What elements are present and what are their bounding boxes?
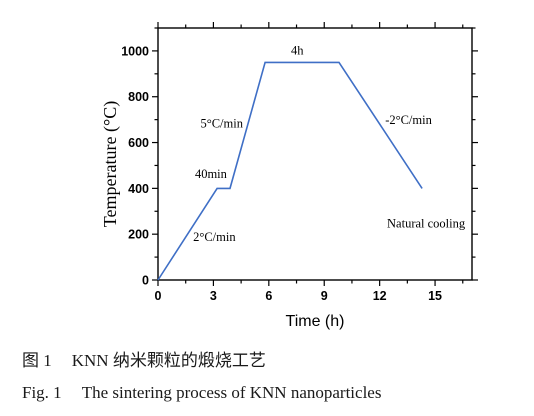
figure-caption-english: Fig. 1 The sintering process of KNN nanop…	[22, 383, 381, 403]
annotation-label: Natural cooling	[387, 216, 466, 230]
y-tick-label: 1000	[121, 44, 149, 58]
y-tick-label: 600	[128, 136, 149, 150]
annotation-label: 2°C/min	[193, 230, 236, 244]
caption-cn-label: 图 1	[22, 351, 52, 370]
annotation-label: 4h	[291, 43, 304, 57]
plot-frame	[157, 27, 473, 281]
annotation-label: 40min	[195, 167, 228, 181]
y-tick-label: 0	[142, 274, 149, 288]
caption-cn-text: KNN 纳米颗粒的煅烧工艺	[71, 351, 266, 370]
sintering-chart: 0 3 6 9 12 15 0 200 400 600 800 1000 2°C/min 40min 5°…	[100, 22, 478, 330]
temperature-profile-line	[157, 61, 423, 281]
y-tick-label: 400	[128, 182, 149, 196]
y-axis-label: Temperature (°C)	[100, 101, 121, 227]
annotation-label: -2°C/min	[385, 113, 432, 127]
x-tick-label: 15	[428, 289, 442, 303]
y-tick-label: 800	[128, 90, 149, 104]
caption-en-text: The sintering process of KNN nanoparticl…	[81, 383, 382, 402]
y-tick-label: 200	[128, 228, 149, 242]
x-axis-label: Time (h)	[286, 313, 345, 330]
x-tick-label: 3	[210, 289, 217, 303]
annotation-label: 5°C/min	[200, 117, 243, 131]
x-tick-label: 12	[373, 289, 387, 303]
figure-caption-chinese: 图 1 KNN 纳米颗粒的煅烧工艺	[22, 346, 266, 371]
x-tick-label: 0	[155, 289, 162, 303]
caption-en-label: Fig. 1	[22, 383, 62, 402]
x-tick-label: 9	[321, 289, 328, 303]
x-tick-label: 6	[265, 289, 272, 303]
